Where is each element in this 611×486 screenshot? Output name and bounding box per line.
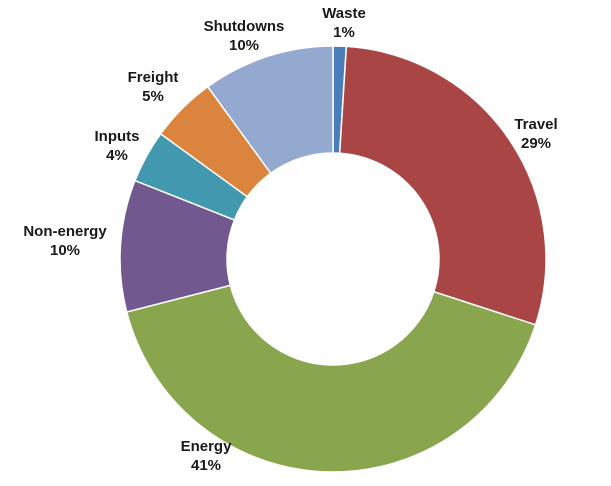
slice-value-shutdowns: 10%: [229, 37, 259, 54]
slice-travel: [338, 45, 547, 326]
slice-name-shutdowns: Shutdowns: [204, 18, 285, 35]
slice-name-inputs: Inputs: [95, 128, 140, 145]
slice-shutdowns: [206, 45, 334, 175]
slice-name-freight: Freight: [128, 69, 179, 86]
slice-energy: [125, 284, 537, 473]
slice-value-waste: 1%: [333, 24, 355, 41]
slice-label-non-energy: Non-energy 10%: [23, 223, 107, 259]
slice-label-travel: Travel 29%: [514, 116, 557, 152]
slice-label-inputs: Inputs 4%: [95, 128, 140, 164]
slice-value-freight: 5%: [142, 88, 164, 105]
slice-value-energy: 41%: [191, 457, 221, 474]
slice-label-freight: Freight 5%: [128, 69, 179, 105]
slice-name-travel: Travel: [514, 116, 557, 133]
chart-slices: [119, 45, 547, 473]
slice-value-travel: 29%: [521, 135, 551, 152]
slice-value-inputs: 4%: [106, 147, 128, 164]
slice-label-energy: Energy 41%: [181, 438, 233, 474]
slice-name-non-energy: Non-energy: [23, 223, 107, 240]
slice-name-energy: Energy: [181, 438, 233, 455]
slice-label-shutdowns: Shutdowns 10%: [204, 18, 285, 54]
slice-name-waste: Waste: [322, 5, 366, 22]
chart-labels: Waste 1% Travel 29% Energy 41% Non-energy 10% In…: [23, 5, 557, 474]
slice-value-non-energy: 10%: [50, 242, 80, 259]
slice-label-waste: Waste 1%: [322, 5, 366, 41]
